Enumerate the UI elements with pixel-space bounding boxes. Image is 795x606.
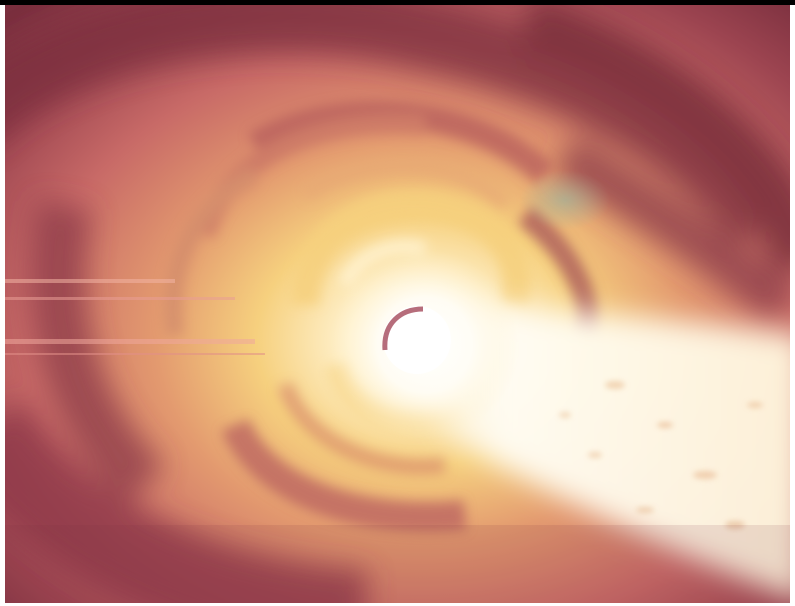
bottom-vignette [5, 525, 790, 603]
lens-streaks [5, 279, 265, 355]
core-rim [382, 306, 424, 351]
core-disc [383, 306, 451, 374]
teal-haze [520, 170, 610, 230]
vortex-photo [5, 5, 790, 603]
top-border [0, 0, 795, 5]
jet-speckles [559, 381, 763, 529]
outer-dark-bands [5, 5, 790, 603]
vortex-illustration [5, 5, 790, 603]
